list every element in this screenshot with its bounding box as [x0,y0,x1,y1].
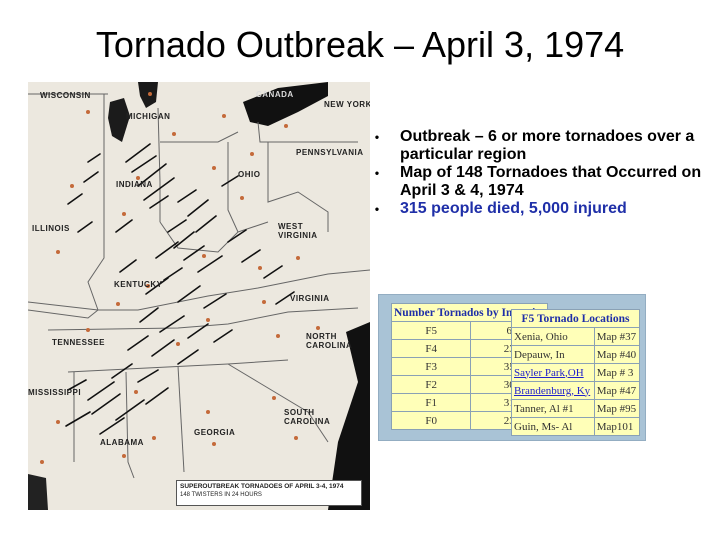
location-place: Tanner, Al #1 [511,399,595,418]
locations-table: F5 Tornado Locations Xenia, Ohio Map #37 … [511,309,641,436]
bullet-item: • Map of 148 Tornadoes that Occurred on A… [372,164,712,200]
intensity-scale: F3 [390,357,472,376]
state-label: KENTUCKY [114,280,163,289]
state-label: INDIANA [116,180,153,189]
state-label: MISSISSIPPI [28,388,82,397]
map-caption: SUPEROUTBREAK TORNADOES OF APRIL 3-4, 19… [176,480,362,506]
state-label: ILLINOIS [32,224,70,233]
table-row: Guin, Ms- Al Map101 [511,417,641,436]
state-label: CANADA [256,90,294,99]
state-label: SOUTH CAROLINA [284,408,331,426]
location-place-link[interactable]: Brandenburg, Ky [511,381,595,400]
location-map: Map # 3 [593,363,641,382]
map-caption-subtitle: 148 TWISTERS IN 24 HOURS [180,492,262,498]
bullet-item: • Outbreak – 6 or more tornadoes over a p… [372,128,712,164]
table-row: Brandenburg, Ky Map #47 [511,381,641,400]
bullet-text: Map of 148 Tornadoes that Occurred on Ap… [400,164,702,199]
intensity-scale: F5 [390,321,472,340]
table-row: Depauw, In Map #40 [511,345,641,364]
location-map: Map #95 [593,399,641,418]
intensity-scale: F0 [390,411,472,430]
location-map: Map #47 [593,381,641,400]
bullet-dot-icon: • [374,202,380,216]
tornado-tables-image: Number Tornados by Intensity F5 6 F4 23 F3… [378,294,646,441]
table-row: Xenia, Ohio Map #37 [511,327,641,346]
intensity-scale: F2 [390,375,472,394]
map-caption-title: SUPEROUTBREAK TORNADOES OF APRIL 3-4, 19… [180,483,344,490]
state-label: OHIO [238,170,261,179]
state-label: ALABAMA [100,438,144,447]
intensity-scale: F1 [390,393,472,412]
location-map: Map #40 [593,345,641,364]
state-label: GEORGIA [194,428,236,437]
location-place: Depauw, In [511,345,595,364]
state-label: MICHIGAN [126,112,171,121]
state-label: WEST VIRGINIA [278,222,318,240]
table-row: Tanner, Al #1 Map #95 [511,399,641,418]
slide-title: Tornado Outbreak – April 3, 1974 [95,24,625,65]
bullet-text: Outbreak – 6 or more tornadoes over a pa… [400,128,695,163]
location-map: Map #37 [593,327,641,346]
location-place-link[interactable]: Sayler Park,OH [511,363,595,382]
state-label: PENNSYLVANIA [296,148,364,157]
state-label: TENNESSEE [52,338,105,347]
location-place: Guin, Ms- Al [511,417,595,436]
bullet-dot-icon: • [374,130,380,144]
state-label: VIRGINIA [290,294,330,303]
location-map: Map101 [593,417,641,436]
intensity-scale: F4 [390,339,472,358]
bullet-dot-icon: • [374,166,380,180]
state-label: NEW YORK [324,100,370,109]
bullet-item: • 315 people died, 5,000 injured [372,200,712,218]
state-label: WISCONSIN [40,91,91,100]
tornado-map: WISCONSIN MICHIGAN CANADA NEW YORK PENNS… [28,82,370,510]
location-place: Xenia, Ohio [511,327,595,346]
map-drawing [28,82,370,510]
bullet-list: • Outbreak – 6 or more tornadoes over a p… [372,128,712,218]
table-row: Sayler Park,OH Map # 3 [511,363,641,382]
state-label: NORTH CAROLINA [306,332,353,350]
bullet-text: 315 people died, 5,000 injured [400,200,627,217]
locations-table-header: F5 Tornado Locations [511,309,640,328]
